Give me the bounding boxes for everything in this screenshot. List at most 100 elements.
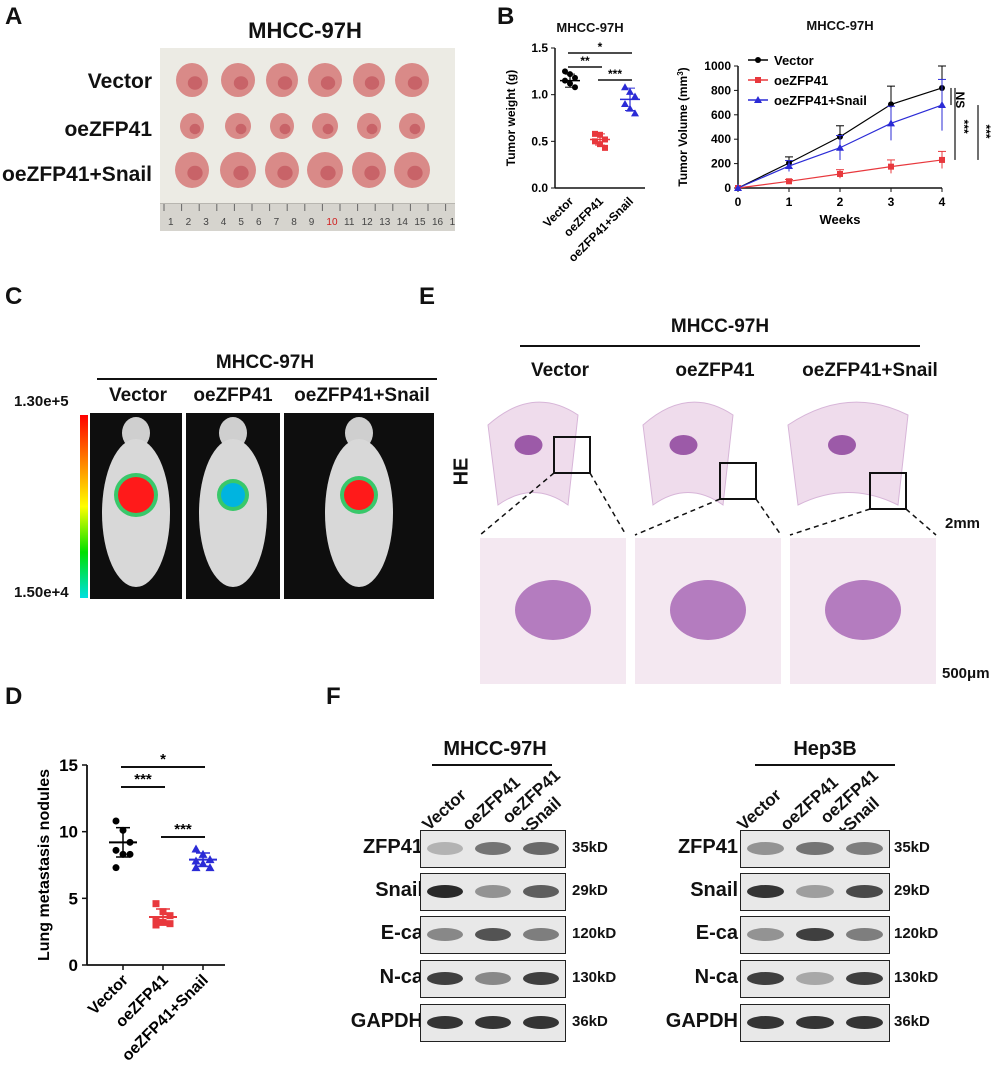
lane-label: Vector <box>733 785 785 835</box>
panel-c-group-label: oeZFP41 <box>193 385 273 406</box>
protein-band <box>845 842 883 855</box>
molecular-weight-label: 29kD <box>894 882 930 899</box>
tumor-nodule <box>669 435 698 455</box>
tumor-spot <box>187 165 203 181</box>
data-point <box>888 163 894 170</box>
ruler-number: 6 <box>256 217 262 228</box>
significance-label: *** <box>608 67 622 81</box>
tumor-spot <box>320 76 336 90</box>
data-point <box>572 74 578 81</box>
protein-band <box>427 842 463 855</box>
protein-band <box>747 1016 785 1029</box>
protein-band <box>523 1016 559 1029</box>
tumor-spot <box>322 123 334 135</box>
ruler-number: 4 <box>221 217 227 228</box>
tumor-spot <box>366 123 378 135</box>
protein-band <box>747 842 785 855</box>
data-point <box>734 184 742 191</box>
tumor-region <box>670 580 746 640</box>
protein-band <box>475 1016 511 1029</box>
legend-label: Vector <box>774 53 814 68</box>
blot-bracket <box>432 764 552 766</box>
legend-label: oeZFP41 <box>774 73 828 88</box>
ruler-number: 2 <box>186 217 192 228</box>
scale-min: 1.50e+4 <box>14 584 69 601</box>
zoom-line <box>589 472 627 536</box>
panel-c-title: MHCC-97H <box>215 352 315 373</box>
panel-label-e: E <box>419 283 436 310</box>
tumor-spot <box>364 165 380 181</box>
luminescence-signal <box>221 483 245 507</box>
luminescence-signal <box>344 480 374 510</box>
y-tick-label: 1.0 <box>531 88 548 102</box>
data-point <box>191 844 201 853</box>
y-tick-label: 400 <box>711 132 731 146</box>
panel-label-b: B <box>497 3 515 30</box>
panel-e-title: MHCC-97H <box>670 316 770 337</box>
zoom-box <box>869 472 907 510</box>
tumor-photo <box>160 48 455 230</box>
data-point <box>754 96 762 103</box>
panel-c-group-label: oeZFP41+Snail <box>294 385 430 406</box>
tumor-photo-image <box>175 63 430 188</box>
y-tick-label: 15 <box>59 756 78 775</box>
significance-label: * <box>598 40 603 54</box>
molecular-weight-label: 36kD <box>894 1013 930 1030</box>
protein-label: GAPDH <box>350 1010 423 1032</box>
panel-a-title: MHCC-97H <box>248 18 362 43</box>
protein-band <box>845 972 883 985</box>
data-point <box>887 119 895 127</box>
y-axis-label: Lung metastasis nodules <box>36 769 53 961</box>
protein-band <box>845 1016 883 1029</box>
y-tick-label: 800 <box>711 83 731 97</box>
significance-label: *** <box>979 125 993 139</box>
tumor-spot <box>233 76 249 90</box>
ruler-ticks: 1 2 3 4 5 6 7 8 9 10 11 12 13 14 15 16 1 <box>163 204 456 228</box>
data-point <box>112 846 120 854</box>
zoom-line <box>479 472 555 536</box>
tumor-spot <box>235 123 247 135</box>
protein-label: Snail <box>690 879 738 901</box>
data-point <box>621 83 629 91</box>
protein-band <box>475 842 511 855</box>
panel-label-c: C <box>5 283 23 310</box>
ruler-number: 12 <box>362 217 374 228</box>
blot-strip <box>420 873 566 911</box>
data-point <box>166 912 174 920</box>
tumor-spot <box>233 165 249 181</box>
tumor-spot <box>407 165 423 181</box>
protein-band <box>747 885 785 898</box>
ruler-number: 9 <box>309 217 315 228</box>
y-tick-label: 0.5 <box>531 134 548 148</box>
blot-strip <box>420 830 566 868</box>
blot-bracket <box>755 764 895 766</box>
data-point <box>631 92 639 100</box>
panel-e-group-label: oeZFP41 <box>675 360 755 381</box>
protein-band <box>427 928 463 941</box>
data-point <box>631 109 639 117</box>
y-tick-label: 200 <box>711 157 731 171</box>
zoom-box <box>553 436 591 474</box>
protein-band <box>796 972 834 985</box>
protein-label: N-ca <box>694 966 738 988</box>
data-point <box>837 170 843 177</box>
data-point <box>152 900 160 908</box>
blot-title: MHCC-97H <box>443 738 547 760</box>
tumor-spot <box>409 123 421 135</box>
significance-label: *** <box>134 771 152 788</box>
molecular-weight-label: 120kD <box>894 925 939 942</box>
panel-a-row-label: oeZFP41+Snail <box>2 163 152 186</box>
ruler-number: 8 <box>291 217 297 228</box>
data-point <box>836 143 844 151</box>
x-axis-label: Weeks <box>820 212 861 227</box>
protein-label: E-ca <box>380 922 423 944</box>
significance-label: ** <box>580 54 590 68</box>
protein-band <box>427 885 463 898</box>
data-point <box>191 863 201 872</box>
tumor-spot <box>187 76 203 90</box>
tumor-spot <box>277 165 293 181</box>
protein-band <box>427 1016 463 1029</box>
panel-label-f: F <box>326 683 341 710</box>
stain-label: HE <box>450 457 473 486</box>
